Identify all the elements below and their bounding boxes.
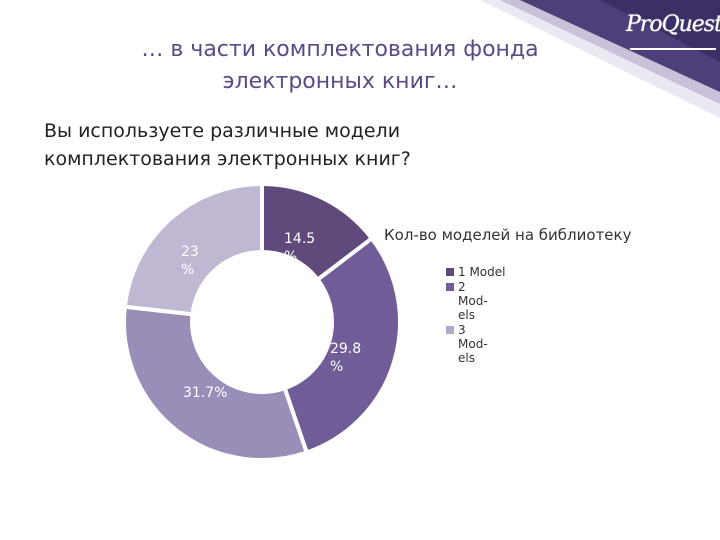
data-label-1: 14.5% (284, 231, 315, 265)
corner-decoration (480, 0, 720, 118)
slide-title-line-2: электронных книг… (222, 69, 458, 94)
legend-swatch-3 (446, 326, 454, 334)
legend-label-1: 1 Model (458, 265, 506, 279)
donut-slice-3 (122, 304, 310, 462)
legend-label-2: 2 Mod-els (458, 280, 488, 322)
data-label-3: 31.7% (183, 385, 227, 401)
legend-label-3: 3 Mod-els (458, 323, 488, 365)
question-line-1: Вы используете различные модели (44, 120, 401, 142)
data-label-4: 23% (181, 244, 199, 278)
donut-slice-4 (122, 181, 264, 317)
legend-item-2: 2 Mod-els (446, 280, 516, 322)
legend-item-1: 1 Model (446, 265, 516, 279)
legend-item-3: 3 Mod-els (446, 323, 516, 365)
chart-title: Кол-во моделей на библиотеку (384, 226, 632, 244)
legend-swatch-2 (446, 283, 454, 291)
proquest-logo: ProQuest (626, 12, 720, 37)
slide-title: … в части комплектования фонда электронн… (40, 34, 640, 98)
chart-legend: 1 Model 2 Mod-els 3 Mod-els (446, 265, 516, 366)
logo-underline (630, 48, 716, 50)
question-line-2: комплектования электронных книг? (44, 148, 411, 170)
slide-title-line-1: … в части комплектования фонда (141, 37, 539, 62)
data-label-2: 29.8% (330, 341, 361, 375)
question-text: Вы используете различные модели комплект… (44, 117, 544, 173)
legend-swatch-1 (446, 268, 454, 276)
donut-slice-2 (282, 235, 402, 456)
